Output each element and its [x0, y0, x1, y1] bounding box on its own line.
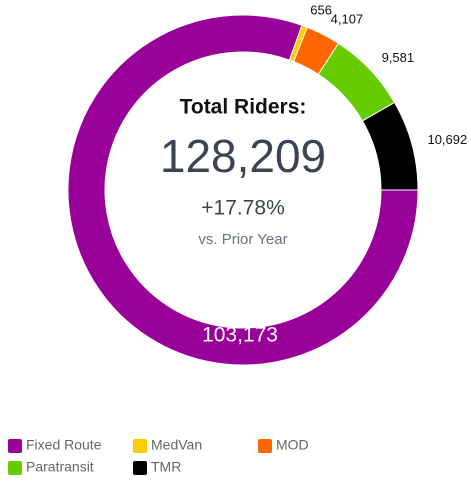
data-label: 9,581 [382, 50, 415, 65]
legend-label: MedVan [151, 437, 202, 453]
legend-swatch [133, 461, 147, 475]
legend-label: MOD [276, 437, 309, 453]
data-label: 656 [310, 3, 332, 18]
legend-label: TMR [151, 459, 181, 475]
legend-swatch [133, 439, 147, 453]
center-change: +17.78% [201, 197, 285, 220]
legend-label: Paratransit [26, 459, 94, 475]
center-note: vs. Prior Year [198, 231, 287, 248]
center-title: Total Riders: [180, 96, 307, 119]
legend-swatch [8, 461, 22, 475]
data-label: 4,107 [331, 12, 364, 27]
donut-slice [67, 14, 419, 366]
data-label: 103,173 [202, 324, 278, 347]
legend-label: Fixed Route [26, 437, 102, 453]
legend-swatch [8, 439, 22, 453]
center-value: 128,209 [160, 130, 326, 182]
data-label: 10,692 [427, 132, 467, 147]
donut-slice [361, 101, 419, 191]
legend-swatch [258, 439, 272, 453]
